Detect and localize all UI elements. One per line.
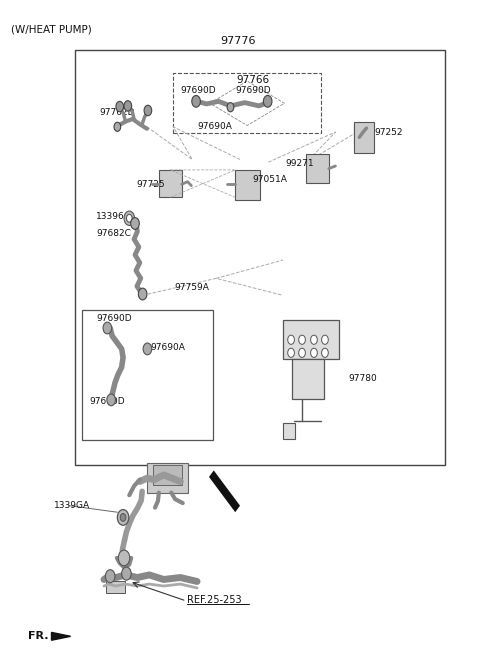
Text: 97776: 97776 bbox=[220, 35, 255, 45]
Text: 97725: 97725 bbox=[136, 180, 165, 189]
Text: (W/HEAT PUMP): (W/HEAT PUMP) bbox=[11, 24, 92, 34]
Text: 97690D: 97690D bbox=[180, 87, 216, 95]
Circle shape bbox=[288, 348, 294, 358]
Text: 97690D: 97690D bbox=[96, 314, 132, 323]
Circle shape bbox=[118, 550, 130, 565]
Circle shape bbox=[322, 335, 328, 344]
Text: REF.25-253: REF.25-253 bbox=[187, 595, 241, 605]
Circle shape bbox=[131, 218, 139, 230]
Text: 13396: 13396 bbox=[96, 213, 125, 222]
Circle shape bbox=[124, 100, 132, 111]
Circle shape bbox=[107, 394, 116, 405]
Circle shape bbox=[311, 335, 317, 344]
Circle shape bbox=[124, 211, 134, 226]
Bar bbox=[235, 170, 260, 200]
Bar bbox=[153, 465, 182, 485]
Circle shape bbox=[143, 343, 152, 355]
Bar bbox=[75, 51, 445, 465]
Text: 97252: 97252 bbox=[374, 127, 403, 136]
Circle shape bbox=[299, 348, 305, 358]
Text: 99271: 99271 bbox=[286, 159, 314, 168]
Text: 97682C: 97682C bbox=[96, 229, 131, 237]
Text: 97759A: 97759A bbox=[174, 283, 209, 292]
Text: 97766: 97766 bbox=[237, 75, 270, 85]
Text: FR.: FR. bbox=[28, 631, 48, 642]
Text: 1339GA: 1339GA bbox=[54, 501, 90, 510]
Circle shape bbox=[322, 348, 328, 358]
Circle shape bbox=[117, 510, 129, 525]
Bar bbox=[147, 463, 188, 493]
Circle shape bbox=[192, 96, 200, 107]
Circle shape bbox=[121, 567, 131, 580]
Polygon shape bbox=[51, 632, 71, 640]
Bar bbox=[107, 581, 125, 592]
Circle shape bbox=[116, 101, 123, 112]
Circle shape bbox=[288, 335, 294, 344]
Bar bbox=[159, 170, 182, 197]
Circle shape bbox=[103, 322, 112, 334]
Circle shape bbox=[144, 105, 152, 115]
Bar bbox=[354, 121, 373, 153]
Circle shape bbox=[264, 96, 272, 107]
Bar bbox=[306, 154, 329, 183]
Text: 97051A: 97051A bbox=[252, 174, 287, 184]
Circle shape bbox=[114, 122, 120, 131]
Bar bbox=[173, 73, 321, 133]
Text: 97690D: 97690D bbox=[235, 87, 271, 95]
Bar bbox=[283, 320, 339, 359]
Circle shape bbox=[120, 514, 126, 522]
Text: 97690D: 97690D bbox=[90, 397, 125, 405]
Polygon shape bbox=[209, 470, 240, 512]
Bar bbox=[82, 310, 213, 440]
Circle shape bbox=[138, 288, 147, 300]
Circle shape bbox=[106, 569, 115, 583]
Text: 97762D: 97762D bbox=[99, 108, 135, 117]
Circle shape bbox=[299, 335, 305, 344]
Text: 97690A: 97690A bbox=[198, 122, 233, 131]
Circle shape bbox=[311, 348, 317, 358]
Circle shape bbox=[227, 102, 234, 112]
Bar bbox=[354, 124, 372, 144]
Text: 97690A: 97690A bbox=[150, 343, 185, 352]
Bar bbox=[283, 422, 295, 439]
Bar bbox=[292, 359, 324, 399]
Circle shape bbox=[126, 215, 132, 222]
Text: 97780: 97780 bbox=[349, 375, 378, 384]
